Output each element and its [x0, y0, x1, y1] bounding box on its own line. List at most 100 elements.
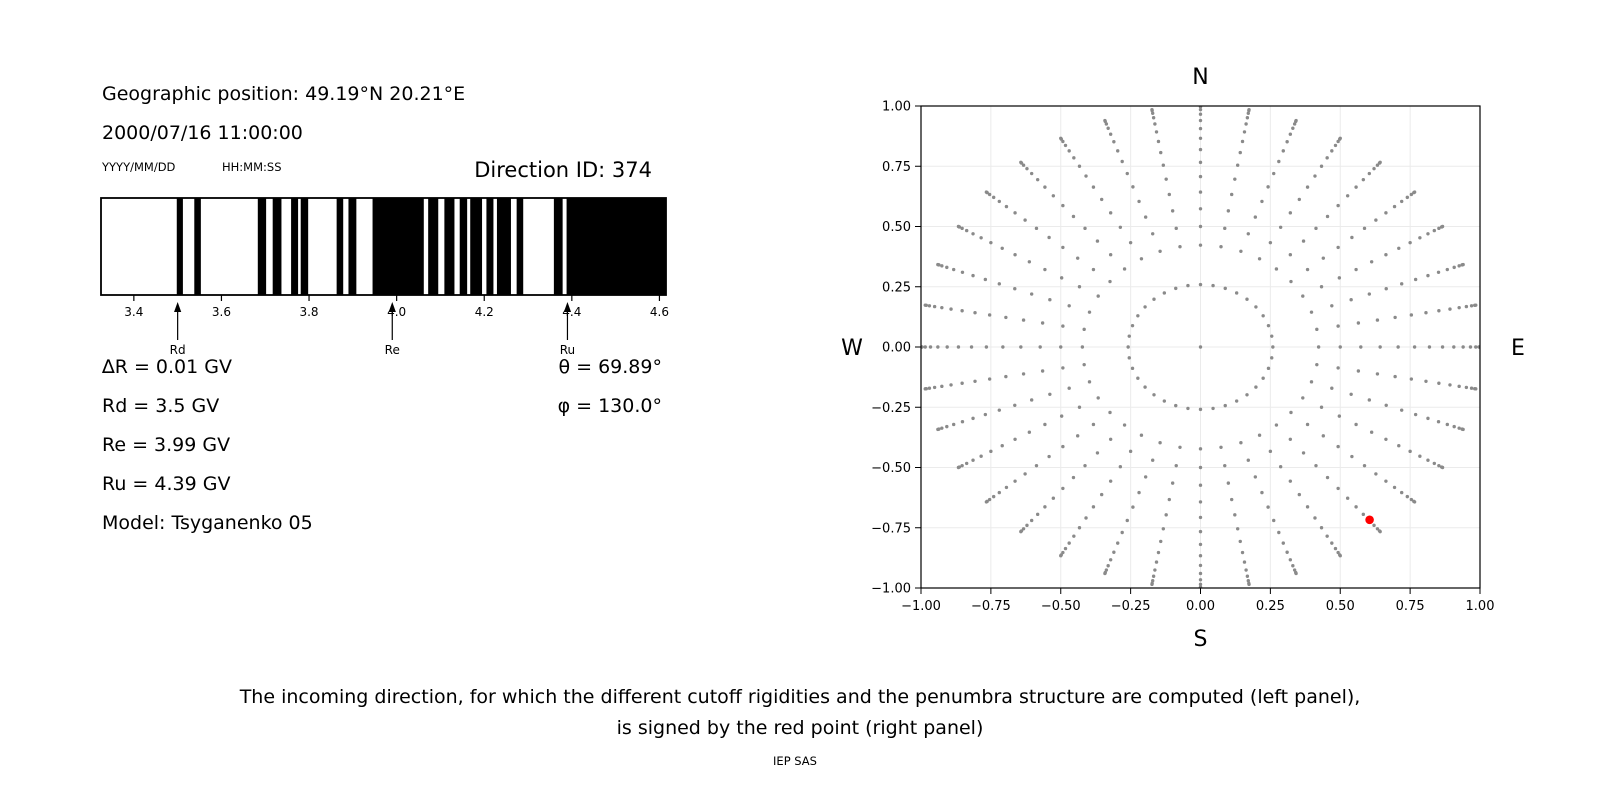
- direction-dot: [1178, 445, 1182, 450]
- direction-dot: [1130, 323, 1135, 328]
- direction-dot: [983, 412, 988, 417]
- phi-value: φ = 130.0°: [557, 395, 662, 417]
- direction-dot: [1083, 463, 1087, 468]
- direction-dot: [1457, 305, 1461, 310]
- y-tick-label: −0.25: [871, 401, 911, 416]
- direction-dot: [1021, 163, 1026, 167]
- direction-dot: [1170, 481, 1175, 485]
- direction-dot: [1072, 156, 1076, 160]
- y-tick-label: 1.00: [882, 100, 911, 115]
- direction-dot: [1405, 494, 1410, 499]
- direction-dot: [1325, 156, 1329, 160]
- direction-dot: [973, 379, 977, 383]
- penumbra-band: [272, 198, 282, 295]
- direction-dot: [1198, 571, 1203, 576]
- direction-dot: [932, 304, 937, 309]
- direction-dot: [1474, 345, 1478, 349]
- direction-dot: [1336, 324, 1340, 328]
- marker-label: Ru: [560, 343, 575, 357]
- direction-dot: [971, 458, 975, 462]
- direction-dot: [1457, 384, 1461, 389]
- direction-dot: [1120, 159, 1124, 164]
- direction-dot: [1096, 294, 1100, 298]
- direction-dot: [1266, 366, 1271, 371]
- direction-dot: [1099, 492, 1104, 497]
- penumbra-band: [496, 198, 511, 295]
- x-tick-label: 3.4: [124, 305, 143, 319]
- direction-dot: [1313, 516, 1317, 520]
- direction-dot: [1047, 454, 1051, 459]
- direction-dot: [984, 190, 989, 194]
- direction-dot: [1198, 529, 1203, 534]
- direction-dot: [949, 383, 953, 387]
- direction-dot: [1440, 345, 1445, 349]
- penumbra-band: [553, 198, 563, 295]
- direction-dot: [971, 273, 975, 278]
- direction-dot: [1278, 225, 1283, 229]
- ru-value: Ru = 4.39 GV: [102, 473, 231, 495]
- direction-dot: [1118, 465, 1123, 469]
- direction-dot: [1384, 437, 1388, 442]
- direction-dot: [1131, 185, 1135, 189]
- direction-dot: [1399, 408, 1404, 412]
- direction-dot: [1337, 414, 1342, 418]
- direction-dot: [1408, 240, 1412, 245]
- direction-dot: [1198, 407, 1203, 412]
- marker-label: Re: [385, 343, 400, 357]
- direction-dot: [1393, 315, 1397, 320]
- direction-dot: [1336, 245, 1340, 250]
- direction-dot: [932, 385, 937, 390]
- direction-dot: [1051, 496, 1056, 500]
- direction-dot: [1084, 174, 1088, 178]
- direction-dot: [1059, 345, 1063, 349]
- direction-dot: [1219, 445, 1223, 450]
- direction-dot: [1061, 486, 1065, 491]
- direction-dot: [1452, 424, 1456, 429]
- direction-dot: [1235, 527, 1240, 531]
- direction-dot: [1112, 550, 1116, 554]
- direction-dot: [1174, 286, 1178, 291]
- direction-dot: [1367, 292, 1372, 296]
- direction-dot: [1178, 244, 1182, 249]
- direction-dot: [1336, 486, 1340, 491]
- direction-scatter-chart: −1.00 −1.00 −0.75 −0.75 −0.50 −0.50 −0.25 −0.25…: [841, 65, 1525, 652]
- penumbra-frame: [100, 197, 667, 296]
- direction-dot: [1116, 149, 1120, 153]
- direction-dot: [1019, 160, 1023, 165]
- direction-dot: [1418, 454, 1422, 458]
- direction-dot: [1244, 122, 1248, 126]
- direction-dot: [1170, 209, 1175, 213]
- direction-dot: [1211, 283, 1215, 288]
- direction-dot: [1336, 203, 1340, 208]
- direction-dot: [1226, 481, 1231, 485]
- direction-dot: [1345, 194, 1350, 198]
- direction-dot: [1108, 211, 1113, 215]
- direction-dot: [940, 426, 944, 430]
- direction-dot: [984, 500, 989, 504]
- direction-dot: [1301, 451, 1306, 455]
- direction-dot: [960, 463, 964, 468]
- penumbra-band: [348, 198, 357, 295]
- direction-dot: [1272, 171, 1276, 176]
- direction-dot: [1437, 226, 1441, 231]
- direction-dot: [1198, 107, 1203, 112]
- direction-dot: [1108, 132, 1113, 136]
- direction-dot: [987, 192, 992, 197]
- direction-dot: [1278, 465, 1283, 469]
- direction-dot: [997, 282, 1002, 286]
- direction-dot: [1285, 550, 1289, 554]
- direction-dot: [973, 311, 977, 315]
- direction-dot: [1061, 444, 1065, 449]
- direction-dot: [1437, 309, 1441, 313]
- direction-dot: [1128, 449, 1133, 454]
- direction-dot: [1409, 497, 1414, 502]
- penumbra-band: [176, 198, 183, 295]
- direction-dot: [1330, 149, 1334, 153]
- direction-dot: [1151, 116, 1156, 120]
- direction-dot: [1103, 571, 1107, 576]
- direction-dot: [956, 345, 961, 349]
- direction-dot: [1362, 226, 1367, 231]
- direction-dot: [1164, 513, 1168, 517]
- direction-dot: [960, 309, 964, 313]
